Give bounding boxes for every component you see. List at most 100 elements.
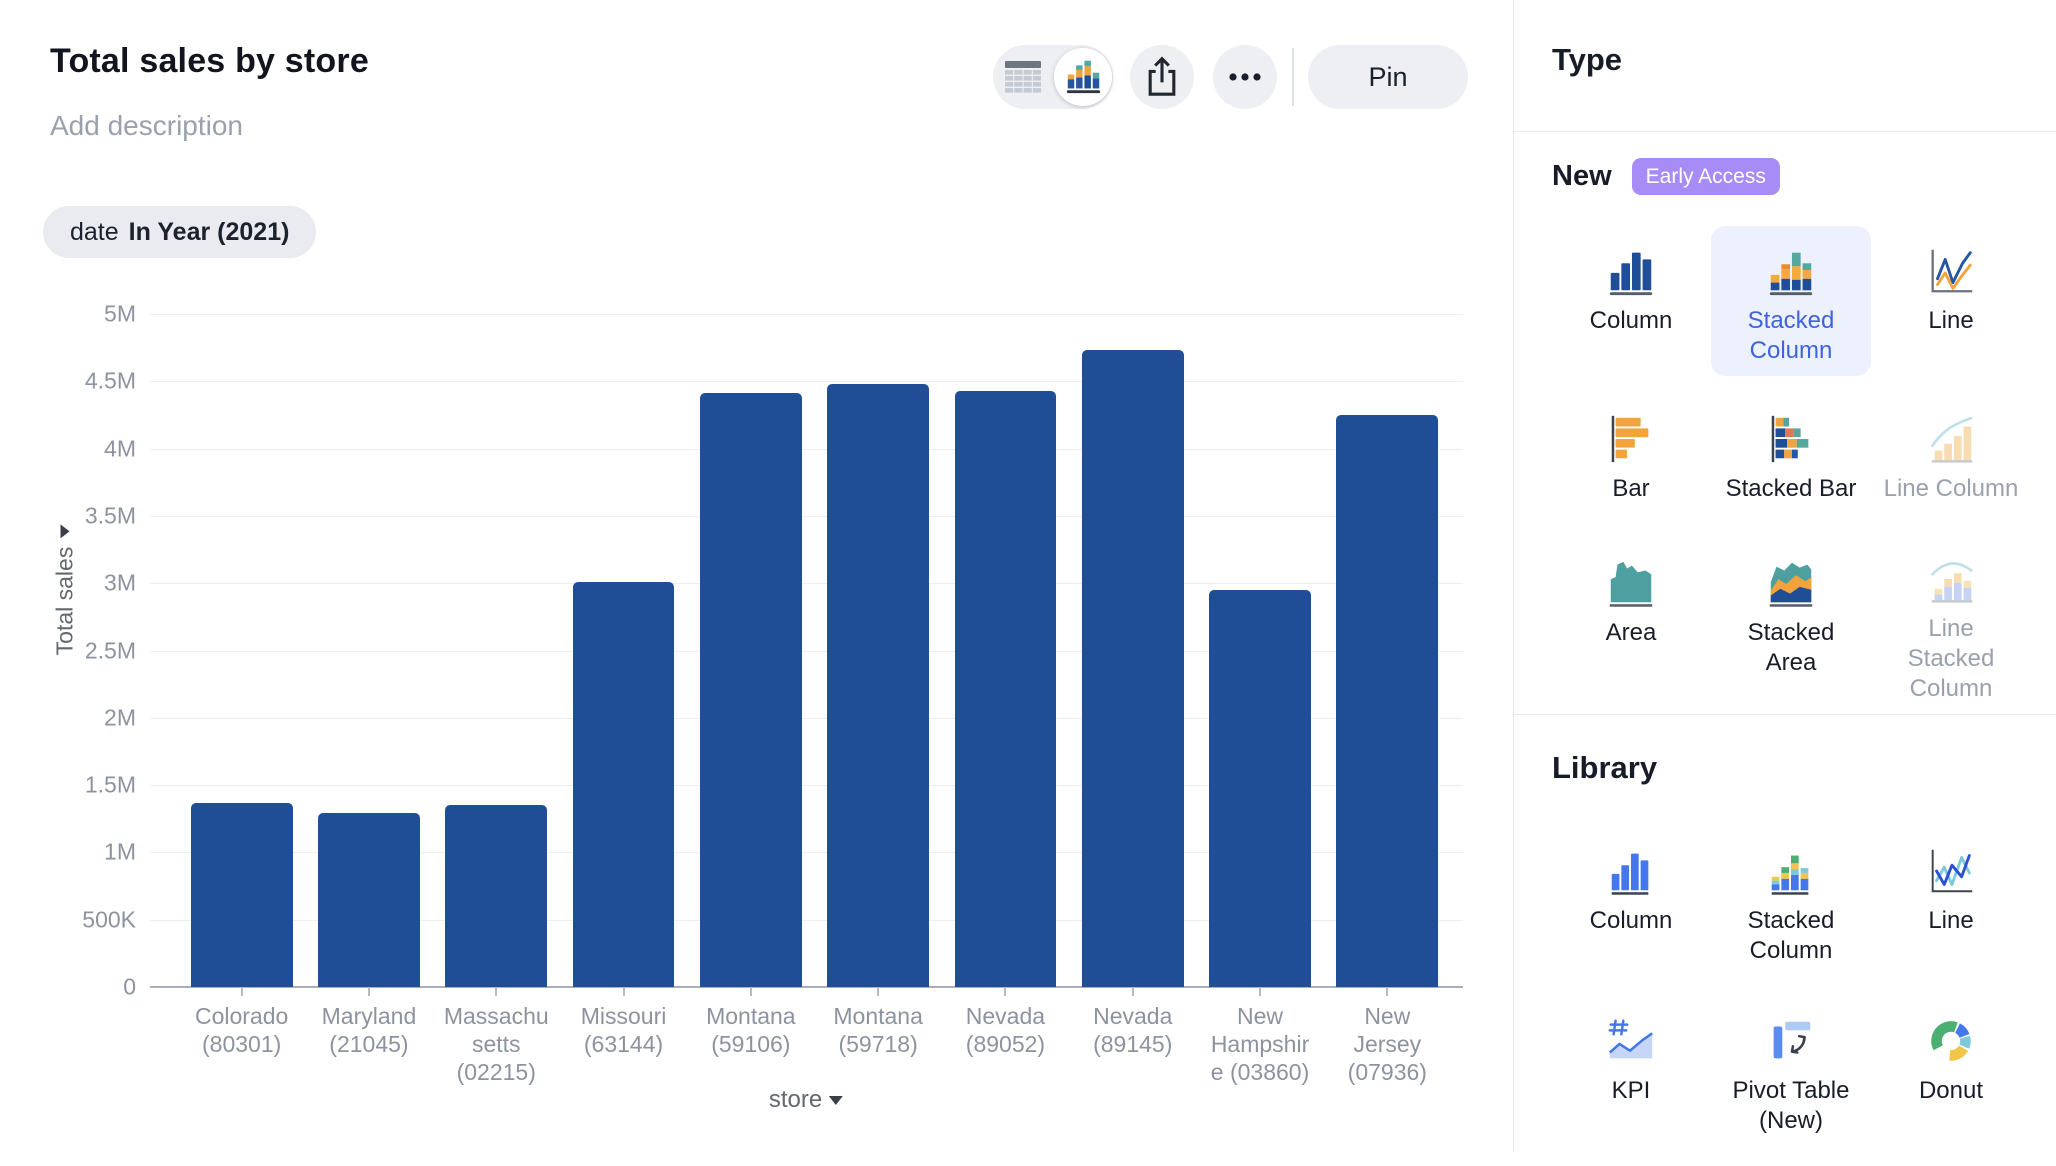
bar[interactable]	[1336, 414, 1439, 987]
tile-label: Stacked Column	[1747, 907, 1835, 964]
stacked-bar-icon	[1764, 408, 1818, 466]
table-icon	[1004, 59, 1042, 96]
x-axis-title-label: store	[768, 1086, 823, 1113]
x-tick	[240, 987, 243, 996]
section-title-library: Library	[1552, 750, 1658, 785]
type-tile-stacked-column[interactable]: Stacked Column	[1711, 226, 1871, 376]
x-axis-title[interactable]: store	[768, 1086, 844, 1114]
library-stacked-column-icon	[1764, 840, 1818, 898]
y-axis-title-label: Total sales	[51, 546, 78, 656]
bar[interactable]	[827, 384, 930, 987]
bar[interactable]	[318, 813, 420, 987]
tile-label: Stacked Area	[1747, 619, 1835, 676]
x-axis-label: Maryland (21045)	[321, 1003, 417, 1057]
page-title[interactable]: Total sales by store	[50, 42, 369, 80]
library-tile-stacked-column[interactable]: Stacked Column	[1711, 826, 1871, 984]
bar-slot	[178, 314, 305, 996]
area-icon	[1604, 552, 1658, 610]
bar-slot	[1196, 314, 1323, 996]
type-tile-line-stacked-column: Line Stacked Column	[1871, 538, 2031, 702]
bar[interactable]	[445, 805, 548, 987]
x-tick	[877, 987, 880, 996]
tile-label: Stacked Column	[1747, 307, 1835, 364]
bar[interactable]	[954, 390, 1057, 987]
tile-label: Line Column	[1883, 475, 2019, 502]
sidebar-divider	[1514, 714, 2056, 715]
y-tick-label: 2.5M	[84, 637, 136, 663]
view-toggle	[993, 45, 1113, 109]
gridline	[150, 314, 1463, 315]
type-tile-area[interactable]: Area	[1551, 538, 1711, 688]
x-axis-label: Colorado (80301)	[194, 1003, 289, 1057]
library-line-icon	[1924, 840, 1978, 898]
bar[interactable]	[1209, 589, 1311, 987]
x-tick	[1004, 987, 1007, 996]
pin-button[interactable]: Pin	[1308, 45, 1468, 109]
y-tick-label: 3M	[104, 569, 136, 596]
donut-icon	[1924, 1010, 1978, 1068]
x-axis-labels: Colorado (80301) Maryland (21045) Massachu se…	[178, 1002, 1451, 1086]
bar-chart: 0 500K 1M 1.5M 2M 2.5M 3M 3.5M 4M 4.5M 5M Colorado…	[0, 301, 1463, 1114]
y-axis-labels: 0 500K 1M 1.5M 2M 2.5M 3M 3.5M 4M 4.5M 5M	[0, 301, 136, 1000]
type-tile-stacked-bar[interactable]: Stacked Bar	[1711, 394, 1871, 520]
section-title-new: New	[1552, 160, 1612, 192]
library-tile-line[interactable]: Line	[1871, 826, 2031, 984]
y-tick-label: 4.5M	[84, 367, 136, 394]
column-icon	[1604, 240, 1658, 298]
viz-type-sidebar: Type New Early Access Column Stacked Colu…	[1513, 0, 2056, 1152]
x-tick	[495, 987, 498, 996]
tile-label: Pivot Table (New)	[1732, 1077, 1850, 1134]
library-column-icon	[1604, 840, 1658, 898]
type-tile-column[interactable]: Column	[1551, 226, 1711, 376]
stacked-column-icon	[1764, 240, 1818, 298]
sidebar-title: Type	[1552, 42, 1623, 77]
y-tick-label: 0	[123, 973, 136, 1000]
share-button[interactable]	[1130, 45, 1194, 109]
library-tile-donut[interactable]: Donut	[1871, 996, 2031, 1166]
bar[interactable]	[1081, 350, 1184, 987]
x-axis-label: Montana (59718)	[833, 1003, 923, 1057]
type-tile-line[interactable]: Line	[1871, 226, 2031, 376]
share-icon	[1142, 54, 1182, 101]
bar[interactable]	[572, 581, 675, 987]
table-view-button[interactable]	[993, 45, 1053, 109]
bar-slot	[1069, 314, 1196, 996]
kpi-icon	[1604, 1010, 1658, 1068]
bar-slot	[305, 314, 432, 996]
ellipsis-icon	[1228, 70, 1262, 85]
add-description-button[interactable]: Add description	[50, 110, 244, 141]
tile-label: Line	[1928, 307, 1974, 334]
x-axis-label: New Hampshir e (03860)	[1210, 1003, 1310, 1085]
pivot-table-icon	[1764, 1010, 1818, 1068]
bar[interactable]	[699, 393, 802, 987]
sidebar-divider	[1514, 131, 2056, 132]
gridline	[150, 583, 1463, 585]
type-tile-stacked-area[interactable]: Stacked Area	[1711, 538, 1871, 688]
toolbar: Pin	[993, 45, 1468, 109]
library-tile-column[interactable]: Column	[1551, 826, 1711, 984]
x-tick	[1386, 987, 1389, 996]
x-tick	[1131, 987, 1134, 996]
chart-view-button[interactable]	[1054, 48, 1112, 106]
tile-label: Donut	[1918, 1077, 1984, 1104]
y-axis-title[interactable]: Total sales	[51, 524, 79, 656]
type-tile-bar[interactable]: Bar	[1551, 394, 1711, 520]
y-tick-label: 1.5M	[84, 771, 136, 798]
bar-slot	[687, 314, 814, 996]
dropdown-caret-icon	[60, 524, 70, 539]
x-axis-label: Nevada (89052)	[965, 1003, 1046, 1057]
toolbar-divider	[1292, 48, 1294, 106]
library-tile-kpi[interactable]: KPI	[1551, 996, 1711, 1166]
tile-label: KPI	[1611, 1077, 1651, 1104]
library-tile-pivot-table-new[interactable]: Pivot Table (New)	[1711, 996, 1871, 1166]
gridline	[150, 515, 1463, 517]
line-stacked-column-icon	[1924, 552, 1978, 606]
tile-label: Column	[1589, 907, 1673, 934]
tile-label: Line Stacked Column	[1907, 615, 1995, 702]
x-tick	[1259, 987, 1262, 996]
bar[interactable]	[190, 802, 293, 987]
more-button[interactable]	[1213, 45, 1277, 109]
date-filter-chip[interactable]: date In Year (2021)	[43, 206, 317, 258]
x-tick	[622, 987, 625, 996]
bar-icon	[1604, 408, 1658, 466]
